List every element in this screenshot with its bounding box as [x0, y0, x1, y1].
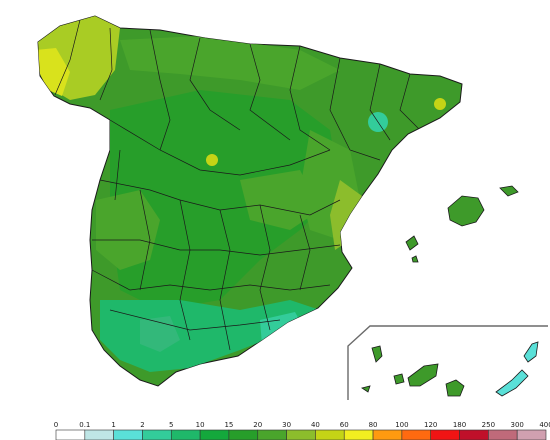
legend-labels: 0 0.1 1 2 5 10 15 20 30 40 60 80 100 120 180 250 300 400	[54, 421, 550, 429]
zone-20-30-north	[120, 36, 340, 90]
zone-30-40-valencia	[330, 180, 362, 250]
legend-label: 100	[395, 421, 408, 429]
island-ibiza	[405, 235, 419, 251]
island-mallorca	[447, 195, 485, 227]
legend-swatch	[488, 429, 518, 440]
zone-40-60-spot-center	[206, 154, 218, 166]
legend-label: 1	[111, 421, 115, 429]
legend-label: 20	[253, 421, 262, 429]
legend-swatch	[199, 429, 230, 440]
island-fuerteventura	[495, 369, 529, 397]
legend-swatch	[55, 429, 86, 440]
zone-40-60-galicia-coast	[38, 48, 70, 96]
legend-label: 0.1	[79, 421, 90, 429]
province-borders	[54, 19, 421, 351]
legend-label: 180	[453, 421, 466, 429]
legend-label: 15	[224, 421, 233, 429]
island-el-hierro	[361, 385, 371, 393]
legend-swatch	[286, 429, 316, 440]
island-tenerife	[407, 363, 439, 387]
legend-swatch	[170, 429, 201, 440]
legend-label: 5	[169, 421, 173, 429]
legend-swatch	[257, 429, 287, 440]
island-menorca	[499, 185, 519, 197]
island-la-palma	[371, 345, 383, 363]
legend-label: 300	[510, 421, 523, 429]
legend-label: 10	[196, 421, 205, 429]
legend-swatch	[84, 429, 114, 440]
legend-swatch	[343, 429, 374, 440]
legend-swatches	[55, 429, 547, 440]
legend-label: 120	[424, 421, 437, 429]
legend-label: 60	[340, 421, 349, 429]
legend-label: 250	[482, 421, 495, 429]
legend-label: 0	[54, 421, 58, 429]
legend-swatch	[401, 429, 432, 440]
island-la-gomera	[393, 373, 405, 385]
legend-swatch	[372, 429, 403, 440]
island-formentera	[411, 255, 419, 263]
legend-swatch	[113, 429, 143, 440]
legend-label: 30	[282, 421, 291, 429]
balearic-islands	[405, 185, 519, 263]
precipitation-legend: 0 0.1 1 2 5 10 15 20 30 40 60 80 100 120 180 250 300 400	[54, 421, 550, 440]
legend-swatch	[430, 429, 460, 440]
legend-label: 80	[369, 421, 378, 429]
legend-swatch	[228, 429, 259, 440]
legend-swatch	[142, 429, 172, 440]
legend-label: 40	[311, 421, 320, 429]
legend-swatch	[315, 429, 345, 440]
legend-label: 2	[140, 421, 144, 429]
island-lanzarote	[523, 341, 539, 363]
spain-mainland	[37, 15, 463, 387]
legend-swatch	[459, 429, 489, 440]
canary-islands	[361, 341, 539, 397]
zone-40-60-spot-catalonia	[434, 98, 446, 110]
legend-swatch	[516, 429, 547, 440]
island-gran-canaria	[445, 379, 465, 397]
canary-inset	[347, 325, 548, 400]
legend-label: 400	[539, 421, 550, 429]
canary-inset-frame	[347, 325, 548, 400]
zone-15-20	[110, 90, 340, 310]
